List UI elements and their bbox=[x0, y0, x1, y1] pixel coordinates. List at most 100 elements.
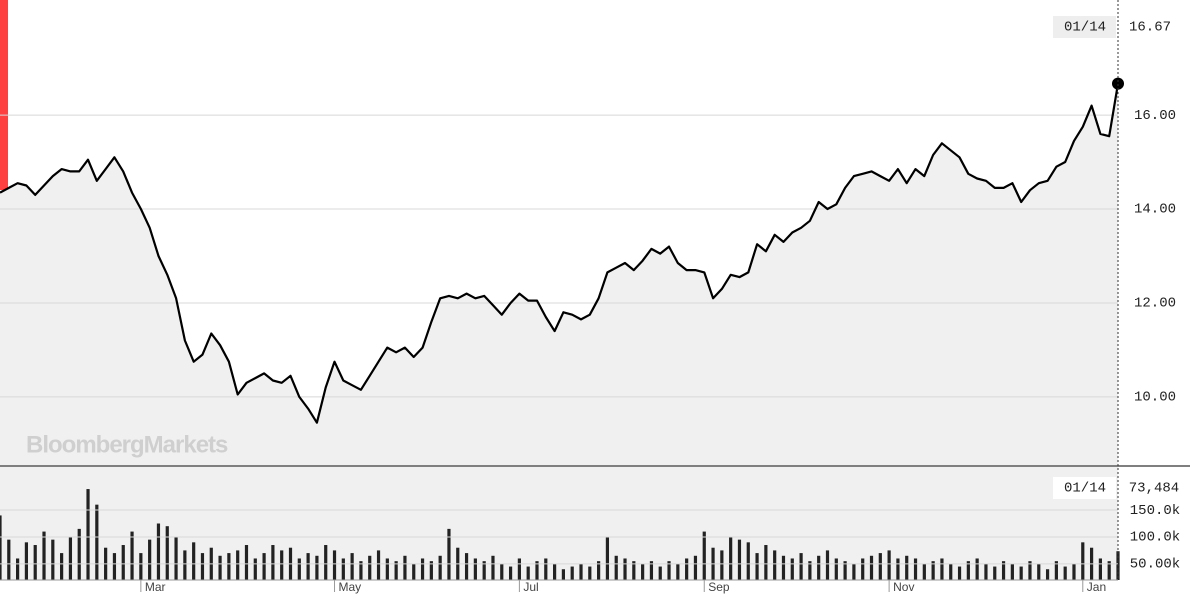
volume-bar bbox=[464, 553, 469, 580]
volume-bar bbox=[508, 566, 513, 580]
volume-bar bbox=[491, 555, 495, 580]
volume-bar bbox=[781, 555, 786, 580]
volume-bar bbox=[1045, 569, 1050, 580]
volume-bar bbox=[693, 555, 698, 580]
volume-bar bbox=[597, 561, 601, 580]
volume-bar bbox=[667, 561, 671, 580]
volume-bar bbox=[24, 542, 29, 580]
volume-bar bbox=[984, 563, 988, 580]
volume-bar bbox=[139, 553, 143, 580]
volume-bar bbox=[473, 558, 477, 580]
volume-bar bbox=[552, 563, 557, 580]
volume-bar bbox=[341, 558, 345, 580]
y-tick-label: 50.00k bbox=[1130, 557, 1180, 573]
volume-bar bbox=[33, 545, 37, 580]
volume-bar bbox=[315, 555, 319, 580]
volume-bar bbox=[306, 553, 310, 580]
volume-bar bbox=[605, 536, 610, 580]
volume-bar bbox=[729, 536, 733, 580]
last-volume: 73,484 bbox=[1129, 481, 1179, 497]
x-tick-label: Mar bbox=[145, 580, 166, 594]
volume-bar bbox=[482, 561, 486, 580]
x-tick-label: Jan bbox=[1087, 580, 1106, 594]
last-point bbox=[1112, 77, 1124, 90]
volume-bar bbox=[913, 558, 918, 580]
y-tick-label: 12.00 bbox=[1134, 296, 1176, 312]
volume-bar bbox=[121, 545, 125, 580]
volume-bar bbox=[394, 561, 398, 580]
volume-bar bbox=[130, 531, 134, 580]
volume-bar bbox=[1028, 561, 1032, 580]
volume-bar bbox=[68, 536, 73, 580]
volume-bar bbox=[861, 558, 865, 580]
x-tick-label: Nov bbox=[893, 580, 914, 594]
volume-bar bbox=[561, 569, 566, 580]
price-line bbox=[0, 83, 1120, 424]
volume-bar bbox=[438, 555, 442, 580]
volume-bar bbox=[359, 561, 363, 580]
crosshair-date: 01/14 bbox=[1064, 20, 1106, 36]
volume-bar bbox=[332, 550, 337, 580]
volume-bar bbox=[517, 558, 521, 580]
volume-bar bbox=[420, 558, 425, 580]
volume-bar bbox=[51, 539, 55, 580]
volume-bar bbox=[42, 531, 46, 580]
volume-bar bbox=[570, 566, 574, 580]
volume-bar bbox=[773, 550, 777, 580]
volume-bar bbox=[817, 555, 821, 580]
volume-bar bbox=[737, 539, 742, 580]
volume-bar bbox=[500, 563, 504, 580]
crosshair-date-box bbox=[1053, 16, 1116, 38]
volume-bar bbox=[790, 558, 794, 580]
volume-bar bbox=[931, 561, 935, 580]
price-area bbox=[0, 83, 1118, 465]
volume-bar bbox=[16, 558, 20, 580]
volume-bar bbox=[975, 558, 979, 580]
volume-bar bbox=[825, 550, 830, 580]
volume-bar bbox=[218, 555, 222, 580]
crosshair-date-box bbox=[1053, 477, 1116, 499]
volume-bar bbox=[297, 558, 301, 580]
volume-bar bbox=[262, 553, 266, 580]
volume-bar bbox=[957, 566, 962, 580]
volume-bar bbox=[447, 528, 451, 580]
volume-bar bbox=[764, 545, 768, 580]
volume-bar bbox=[949, 563, 953, 580]
volume-bar bbox=[244, 545, 249, 580]
volume-bar bbox=[746, 542, 750, 580]
volume-bar bbox=[993, 566, 997, 580]
volume-bar bbox=[579, 563, 583, 580]
volume-bar bbox=[685, 558, 689, 580]
x-tick-label: Jul bbox=[523, 580, 538, 594]
volume-bar bbox=[112, 553, 117, 580]
volume-bar bbox=[403, 555, 407, 580]
volume-bar bbox=[834, 558, 838, 580]
volume-bar bbox=[95, 504, 99, 580]
volume-bar bbox=[905, 555, 909, 580]
volume-bar bbox=[412, 563, 416, 580]
crosshair-date: 01/14 bbox=[1064, 481, 1106, 497]
volume-bar bbox=[526, 566, 530, 580]
volume-bar bbox=[183, 550, 187, 580]
volume-bar bbox=[1072, 563, 1076, 580]
volume-bar bbox=[77, 528, 81, 580]
volume-bar bbox=[165, 526, 169, 580]
volume-bar bbox=[192, 542, 196, 580]
volume-bar bbox=[641, 563, 645, 580]
volume-bar bbox=[658, 566, 662, 580]
volume-bar bbox=[702, 531, 706, 580]
volume-bar bbox=[808, 561, 812, 580]
volume-bar bbox=[843, 561, 847, 580]
volume-bar bbox=[799, 553, 803, 580]
volume-bar bbox=[429, 561, 433, 580]
y-tick-label: 150.0k bbox=[1130, 503, 1180, 519]
volume-bar bbox=[236, 550, 240, 580]
volume-bar bbox=[676, 563, 680, 580]
volume-bar bbox=[966, 561, 970, 580]
volume-bar bbox=[1054, 561, 1058, 580]
volume-bar bbox=[896, 558, 900, 580]
volume-bar bbox=[1098, 558, 1102, 580]
volume-bar bbox=[887, 550, 891, 580]
volume-bar bbox=[878, 553, 882, 580]
volume-bar bbox=[86, 489, 90, 580]
